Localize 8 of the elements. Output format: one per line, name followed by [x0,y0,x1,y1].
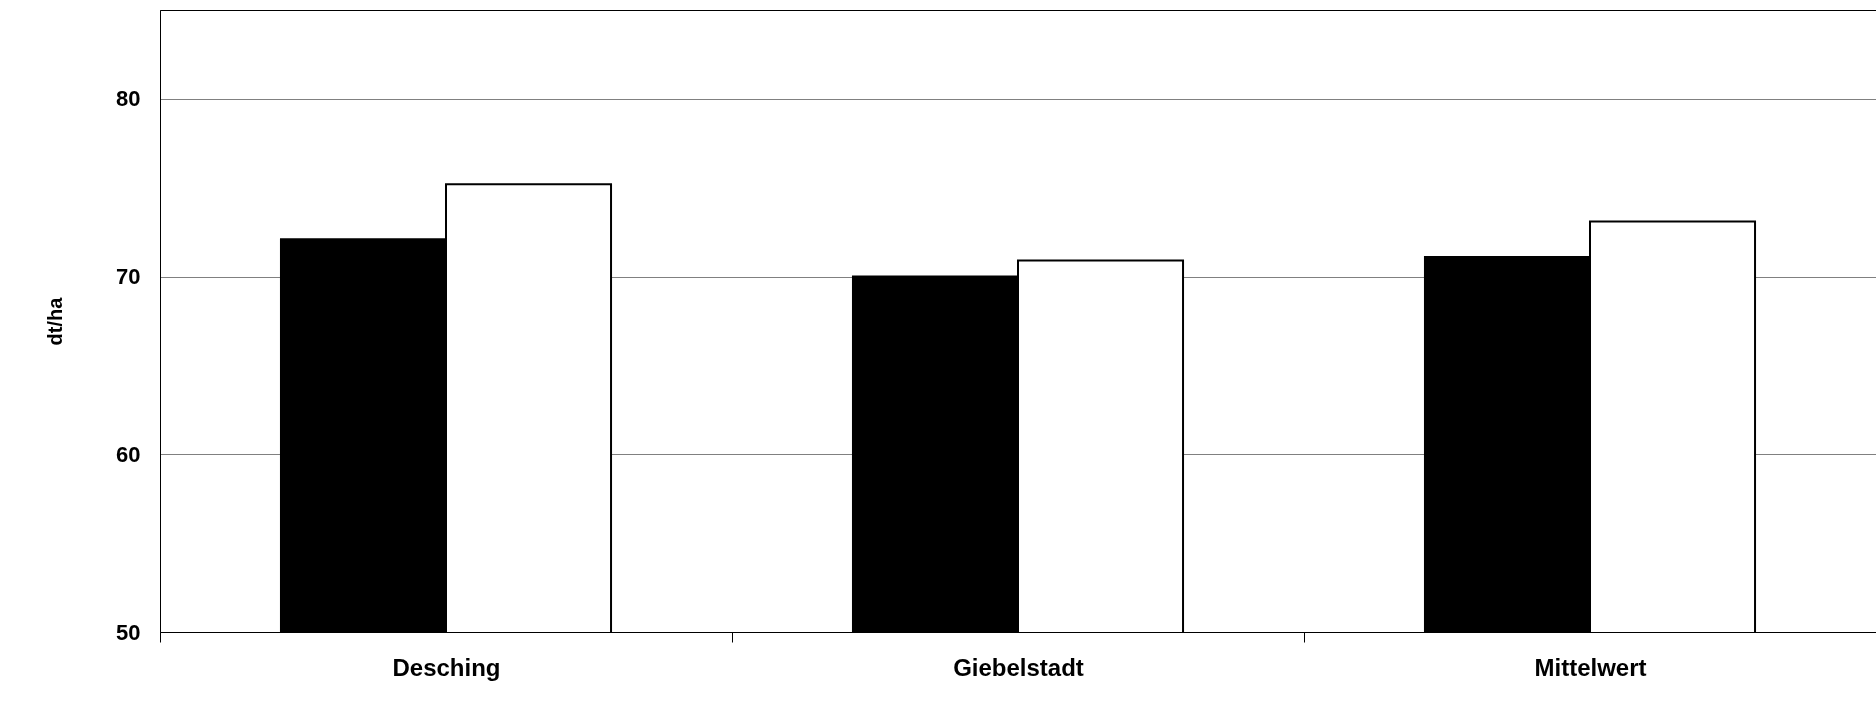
x-tick-label: Desching [392,653,501,681]
y-tick-label: 50 [116,619,141,645]
y-tick-label: 70 [116,264,141,290]
y-tick-label: 60 [116,441,141,467]
x-tick-label: Giebelstadt [953,653,1084,681]
x-tick-label: Mittelwert [1534,653,1647,681]
y-axis-title: dt/ha [44,296,67,346]
y-tick-label: 80 [116,86,141,112]
